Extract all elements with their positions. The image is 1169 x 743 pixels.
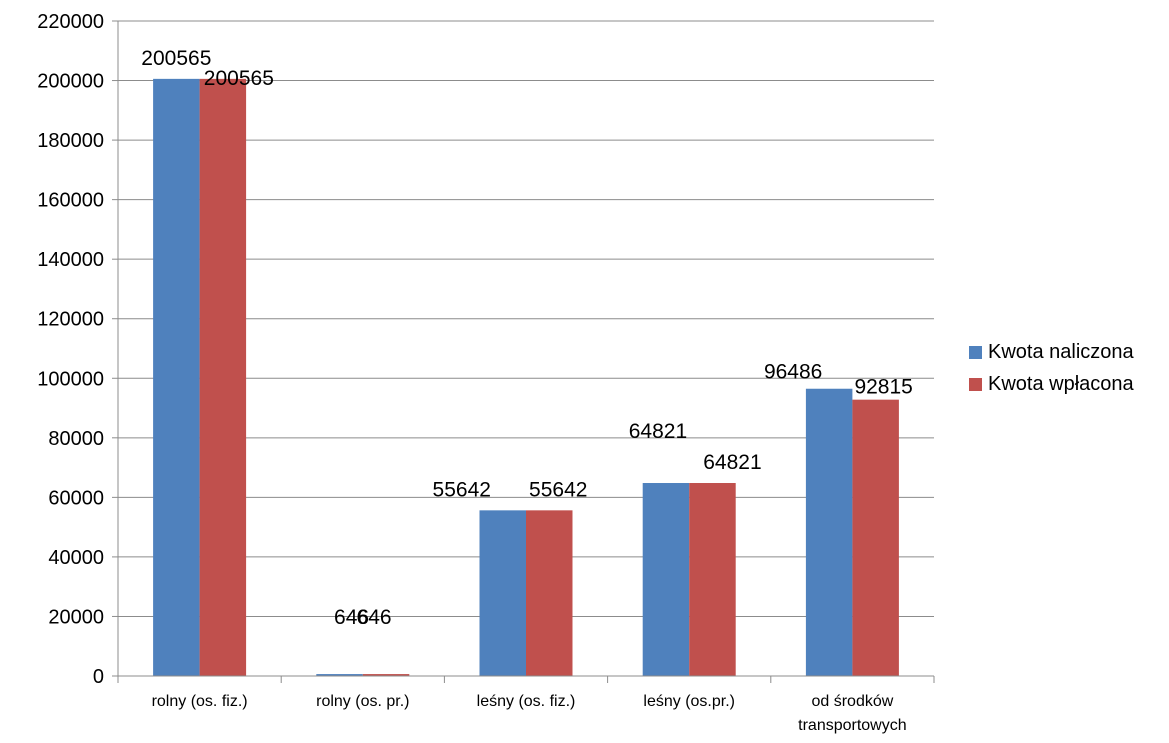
y-tick-label: 40000 (48, 547, 104, 569)
axes: 0 20000 40000 60000 80000 100000 120000 140000 1… (37, 11, 935, 734)
x-tick-label-lesny-os-pr: leśny (os.pr.) (643, 693, 735, 710)
y-tick-label: 120000 (37, 309, 104, 331)
y-tick-label: 200000 (37, 71, 104, 93)
data-label-kwota-naliczona-rolny-os-pr: 646 (334, 606, 369, 629)
data-label-kwota-wplacona-rolny-os-pr: 646 (357, 606, 392, 629)
legend-swatch-kwota-wplacona (969, 378, 982, 391)
legend-swatch-kwota-naliczona (969, 346, 982, 359)
x-tick-label-rolny-os-pr: rolny (os. pr.) (316, 693, 409, 710)
bar-kwota-wplacona-rolny-os-pr (362, 674, 410, 676)
x-tick-label-lesny-os-fiz: leśny (os. fiz.) (477, 693, 576, 710)
bar-kwota-naliczona-rolny-os-pr (316, 674, 363, 676)
bar-kwota-wplacona-lesny-os-pr (689, 483, 736, 676)
gridlines (118, 20, 934, 617)
data-label-kwota-wplacona-lesny-os-pr: 64821 (703, 451, 761, 474)
data-label-kwota-naliczona-lesny-os-fiz: 55642 (433, 478, 491, 501)
y-tick-label: 80000 (48, 428, 104, 450)
data-label-kwota-wplacona-od-srodkow-transportowych: 92815 (854, 376, 912, 399)
bar-kwota-naliczona-lesny-os-fiz (479, 510, 526, 676)
bar-kwota-wplacona-od-srodkow-transportowych (852, 399, 899, 676)
y-tick-label: 180000 (37, 130, 104, 152)
y-tick-label: 20000 (48, 606, 104, 628)
legend-label-kwota-naliczona: Kwota naliczona (988, 341, 1135, 363)
bar-kwota-wplacona-rolny-os-fiz (199, 78, 247, 677)
bar-kwota-naliczona-od-srodkow-transportowych (805, 388, 853, 676)
x-tick-label-od-srodkow-transportowych: od środków transportowych (798, 693, 907, 734)
y-tick-label: 220000 (37, 11, 104, 33)
y-tick-label: 60000 (48, 487, 104, 509)
x-tick-label-rolny-os-fiz: rolny (os. fiz.) (152, 693, 248, 710)
y-tick-label: 0 (93, 666, 104, 688)
legend-label-kwota-wplacona: Kwota wpłacona (988, 373, 1135, 395)
data-label-kwota-naliczona-rolny-os-fiz: 200565 (141, 47, 211, 70)
data-label-kwota-wplacona-lesny-os-fiz: 55642 (529, 478, 587, 501)
data-label-kwota-wplacona-rolny-os-fiz: 200565 (204, 67, 274, 90)
y-tick-label: 100000 (37, 368, 104, 390)
bar-kwota-naliczona-lesny-os-pr (642, 483, 690, 676)
bars (153, 78, 899, 677)
data-label-kwota-naliczona-lesny-os-pr: 64821 (629, 420, 687, 443)
bar-kwota-wplacona-lesny-os-fiz (526, 510, 573, 676)
bar-kwota-naliczona-rolny-os-fiz (153, 78, 200, 677)
data-label-kwota-naliczona-od-srodkow-transportowych: 96486 (764, 361, 822, 384)
y-tick-label: 160000 (37, 190, 104, 212)
legend: Kwota naliczona Kwota wpłacona (969, 341, 1135, 395)
y-tick-label: 140000 (37, 249, 104, 271)
